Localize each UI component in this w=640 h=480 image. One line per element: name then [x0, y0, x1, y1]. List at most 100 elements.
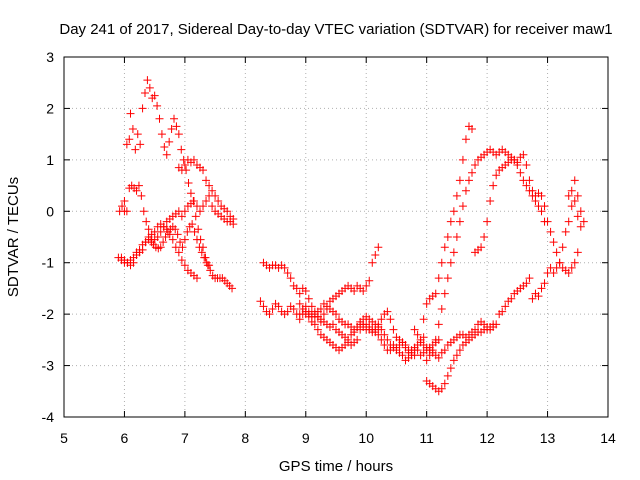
data-point [434, 353, 443, 362]
series-track-e [174, 155, 238, 223]
data-point [419, 315, 428, 324]
data-point [165, 137, 174, 146]
x-tick-label: 13 [540, 430, 556, 446]
series-track-b [120, 181, 214, 270]
data-point [455, 346, 464, 355]
y-tick-label: -1 [42, 255, 55, 271]
y-tick-label: -2 [42, 306, 55, 322]
data-point [200, 253, 209, 262]
data-point [173, 230, 182, 239]
data-point [196, 207, 204, 216]
data-point [486, 197, 495, 205]
data-point [468, 168, 476, 177]
series-track-k [422, 320, 498, 396]
data-point [513, 158, 522, 167]
data-point [570, 176, 579, 185]
data-point [573, 212, 582, 221]
data-point [283, 307, 292, 316]
data-point [549, 238, 558, 247]
data-point [184, 179, 193, 187]
data-point [449, 356, 458, 365]
data-point [176, 238, 185, 247]
data-point [223, 207, 232, 216]
data-point [380, 330, 389, 339]
data-point [214, 197, 223, 205]
data-point [162, 225, 171, 234]
data-point [579, 217, 588, 226]
data-point [265, 310, 274, 319]
data-point [440, 243, 449, 252]
data-point [419, 333, 428, 342]
data-point [383, 335, 392, 344]
data-point [131, 145, 140, 154]
data-point [153, 101, 162, 110]
data-point [259, 302, 268, 311]
data-point [461, 186, 470, 195]
data-point [120, 197, 129, 205]
data-point [359, 287, 368, 295]
data-point [410, 325, 419, 334]
data-point [443, 274, 452, 283]
x-tick-label: 7 [181, 430, 189, 446]
data-point [286, 274, 295, 283]
y-tick-label: -3 [42, 358, 55, 374]
data-point [189, 155, 198, 164]
x-tick-label: 10 [358, 430, 374, 446]
data-point [157, 130, 166, 139]
data-point [128, 125, 137, 133]
data-point [328, 320, 337, 329]
data-point [301, 302, 310, 311]
data-point [434, 320, 443, 329]
data-point [145, 83, 154, 92]
data-point [365, 276, 374, 285]
data-point [437, 258, 446, 267]
data-point [449, 207, 458, 216]
data-point [205, 261, 214, 270]
data-point [452, 233, 461, 241]
data-point [552, 263, 561, 272]
x-tick-label: 5 [60, 430, 68, 446]
marks-layer [114, 76, 588, 396]
data-point [160, 143, 169, 151]
data-point [156, 243, 165, 252]
data-point [228, 284, 237, 293]
data-point [434, 274, 443, 283]
data-point [377, 315, 386, 324]
data-point [183, 227, 192, 236]
data-point [455, 176, 464, 185]
data-point [492, 171, 501, 180]
data-point [274, 302, 283, 311]
data-point [564, 191, 573, 200]
data-point [126, 109, 135, 118]
data-point [410, 351, 419, 360]
series-track-l [422, 145, 549, 365]
data-point [446, 364, 455, 373]
data-point [138, 104, 147, 113]
data-point [471, 161, 480, 169]
data-point [431, 289, 440, 298]
data-point [383, 307, 392, 316]
x-tick-label: 6 [121, 430, 129, 446]
data-point [256, 297, 265, 306]
data-point [374, 320, 383, 329]
data-point [155, 114, 164, 123]
data-point [167, 125, 176, 133]
data-point [177, 166, 186, 175]
data-point [428, 346, 437, 355]
data-point [171, 225, 180, 234]
data-point [489, 181, 498, 190]
data-point [140, 89, 149, 97]
data-point [174, 248, 183, 257]
data-point [170, 114, 179, 123]
data-point [283, 269, 292, 277]
data-point [122, 207, 131, 216]
data-point [452, 191, 461, 200]
data-point [144, 225, 153, 234]
data-point [162, 150, 171, 159]
data-point [191, 212, 200, 221]
data-point [295, 299, 304, 308]
data-point [289, 305, 298, 313]
data-point [319, 310, 328, 319]
series-track-f [259, 243, 383, 326]
